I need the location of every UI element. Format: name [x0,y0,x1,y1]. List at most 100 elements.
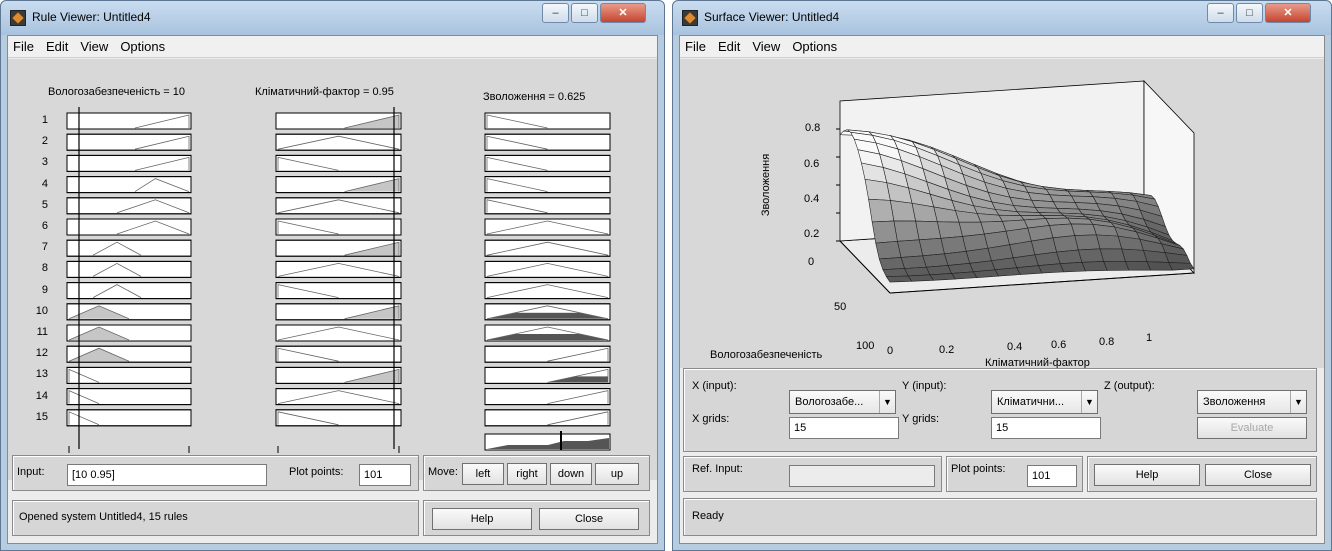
surface-cell [1059,261,1086,273]
plot-points-field[interactable]: 101 [359,464,411,486]
input-panel: Input: [10 0.95] Plot points: 101 [12,455,419,491]
surface-cell [1146,261,1173,271]
rule-plot-border [275,218,402,236]
rule-number: 13 [35,368,48,381]
ref-input-field[interactable] [789,465,935,487]
move-panel: Move: left right down up [423,455,650,491]
surface-viewer-menubar: File Edit View Options [680,36,1324,58]
rule-plot-border [275,388,402,406]
move-right-button[interactable]: right [507,463,547,485]
membership-curve [486,262,609,277]
rule-number: 15 [35,410,48,423]
close-icon[interactable]: ✕ [600,3,646,23]
surface-cell [1052,201,1080,210]
rule-number: 6 [41,220,48,232]
surface-cell [1077,248,1104,263]
rule-plot-box [484,133,611,151]
rule-plot-border [275,260,402,278]
y-grids-field[interactable]: 15 [991,417,1101,439]
membership-curve [92,284,142,298]
aggregate-output-fill [487,438,609,449]
surface-cell [1067,217,1094,225]
membership-curve [486,114,548,129]
close-button[interactable]: Close [1205,464,1311,486]
y-axis-label: Вологозабезпеченість [710,349,823,361]
x-input-select[interactable]: Вологозабе... ▼ [789,390,896,414]
rule-plot-border [484,197,611,215]
rule-plot-border [484,154,611,172]
maximize-icon[interactable]: □ [571,3,598,23]
rule-plot-box [484,388,611,406]
membership-curve [344,114,400,129]
move-up-button[interactable]: up [595,463,639,485]
membership-curve [277,220,339,235]
membership-curve [116,220,190,235]
surface-cell [1052,235,1079,253]
menu-view[interactable]: View [80,39,109,54]
membership-curve [486,220,609,235]
surface-viewer-window: Surface Viewer: Untitled4 – □ ✕ File Edit… [672,0,1332,551]
evaluate-button[interactable]: Evaluate [1197,417,1307,439]
close-button[interactable]: Close [539,508,639,530]
menu-view[interactable]: View [752,39,781,54]
x-grids-field[interactable]: 15 [789,417,899,439]
rule-plot-border [484,176,611,194]
close-icon[interactable]: ✕ [1265,3,1311,23]
x-input-label: X (input): [692,380,737,392]
rule-plot-border [66,388,192,406]
rule-viewer-client: File Edit View Options Вологозабезпеченість… [7,35,658,544]
surface-cell [915,220,942,241]
menu-file[interactable]: File [13,39,34,54]
chevron-down-icon: ▼ [879,391,895,413]
surface-cell [1074,234,1101,251]
surface-viewer-client: File Edit View Options 0.8 0.6 0.4 0.2 0 Зв… [679,35,1325,544]
menu-edit[interactable]: Edit [45,39,69,54]
minimize-icon[interactable]: – [1207,3,1234,23]
rule-plot-box [275,282,402,300]
input-field[interactable]: [10 0.95] [67,464,267,486]
x-tick: 0.2 [939,344,955,356]
rule-plot-box [275,345,402,363]
menu-edit[interactable]: Edit [717,39,741,54]
surface-cell [871,220,898,244]
maximize-icon[interactable]: □ [1236,3,1263,23]
membership-curve [134,156,190,171]
surface-cell [929,273,956,281]
rule-plot-box [66,260,192,278]
membership-curve [277,135,400,150]
help-button[interactable]: Help [432,508,532,530]
z-tick: 0 [808,256,815,268]
rule-plot-border [275,303,402,321]
menu-file[interactable]: File [685,39,706,54]
rule-plot-border [484,112,611,130]
rule-number: 5 [41,198,48,211]
z-tick: 0.2 [804,228,820,240]
y-input-select[interactable]: Кліматични... ▼ [991,390,1098,414]
y-input-label: Y (input): [902,380,947,392]
rule-plot-border [275,282,402,300]
rule-plot-border [484,324,611,342]
y-axis-edge [839,240,891,294]
surface-cell [1037,212,1065,216]
membership-curve [486,284,609,298]
membership-curve [277,390,400,404]
input1-header: Вологозабезпеченість = 10 [48,86,186,98]
move-down-button[interactable]: down [550,463,592,485]
surface-cell [1037,263,1065,274]
membership-curve [344,241,400,256]
minimize-icon[interactable]: – [542,3,569,23]
rule-plot-border [484,366,611,384]
menu-options[interactable]: Options [792,39,838,54]
surface-cell [889,200,916,222]
z-output-select[interactable]: Зволоження ▼ [1197,390,1307,414]
z-tick: 0.8 [805,122,821,134]
move-left-button[interactable]: left [462,463,504,485]
surface-cell [885,275,913,283]
help-button[interactable]: Help [1094,464,1200,486]
menu-options[interactable]: Options [120,39,166,54]
y-tick: 100 [856,340,875,352]
surface-cell [936,221,963,239]
rule-plot-border [66,112,192,130]
plot-points-field[interactable]: 101 [1027,465,1077,487]
rule-plot-border [484,345,611,363]
